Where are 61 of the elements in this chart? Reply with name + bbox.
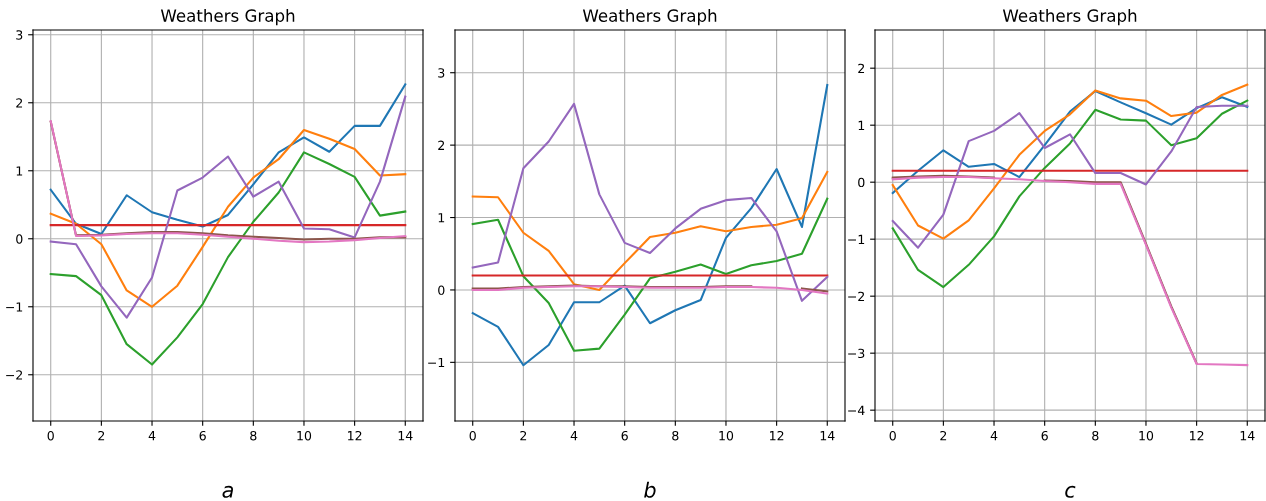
x-tick-label: 8	[672, 430, 679, 441]
y-tick-label: 1	[438, 213, 445, 223]
y-tick-label: 0	[858, 177, 865, 188]
x-tick-label: 4	[570, 431, 578, 441]
x-tick-label: 6	[1041, 430, 1048, 441]
y-tick-label: 3	[16, 30, 23, 40]
x-tick-label: 0	[47, 430, 54, 441]
line-series	[49, 151, 407, 366]
x-tick-label: 14	[820, 431, 835, 441]
x-tick-label: 4	[990, 431, 998, 441]
line-series	[471, 170, 829, 291]
x-tick-label: 2	[98, 430, 105, 441]
line-series	[471, 197, 829, 352]
y-tick-label: 2	[438, 140, 445, 150]
y-tick-label: 3	[438, 68, 445, 78]
x-tick-label: 12	[348, 430, 362, 441]
y-tick-label: −1	[6, 302, 23, 312]
x-axis-title: b	[644, 481, 656, 498]
line-series	[471, 83, 829, 367]
x-tick-label: 10	[719, 430, 734, 441]
x-tick-label: 2	[520, 430, 527, 441]
line-series	[49, 83, 407, 236]
x-tick-label: 14	[1240, 431, 1255, 441]
x-tick-label: 0	[889, 430, 896, 441]
y-tick-label: −2	[6, 370, 23, 380]
x-tick-label: 8	[250, 430, 257, 441]
x-axis-title: c	[1065, 485, 1076, 498]
x-tick-label: 8	[1092, 430, 1099, 441]
x-tick-label: 10	[1139, 430, 1154, 441]
line-series	[891, 89, 1249, 195]
y-tick-label: −3	[848, 348, 865, 359]
chart-title: Weathers Graph	[160, 9, 295, 26]
y-tick-label: −1	[848, 234, 865, 244]
y-tick-label: 1	[858, 120, 865, 130]
line-series	[891, 83, 1249, 240]
x-tick-label: 0	[469, 430, 476, 441]
x-tick-label: 2	[940, 430, 947, 441]
y-tick-label: −4	[848, 405, 865, 415]
y-tick-label: −2	[848, 291, 865, 301]
line-series	[471, 102, 829, 302]
x-tick-label: 6	[199, 430, 206, 441]
y-tick-label: 0	[16, 234, 23, 244]
line-series	[891, 176, 1249, 367]
line-series	[891, 99, 1249, 289]
y-tick-label: −1	[428, 357, 445, 368]
y-tick-label: 0	[438, 285, 445, 295]
line-series	[49, 128, 407, 308]
x-tick-label: 10	[297, 430, 312, 441]
x-tick-label: 4	[148, 431, 156, 441]
x-tick-label: 12	[770, 430, 784, 441]
line-series	[891, 104, 1249, 249]
line-series	[49, 95, 407, 319]
y-tick-label: 2	[16, 98, 23, 108]
x-tick-label: 14	[398, 431, 413, 441]
x-tick-label: 6	[621, 430, 628, 441]
chart-title: Weathers Graph	[582, 9, 717, 26]
x-axis-title: a	[222, 485, 234, 498]
y-tick-label: 1	[16, 166, 23, 176]
y-tick-label: 2	[858, 63, 865, 73]
chart-title: Weathers Graph	[1002, 9, 1137, 26]
x-tick-label: 12	[1190, 430, 1204, 441]
